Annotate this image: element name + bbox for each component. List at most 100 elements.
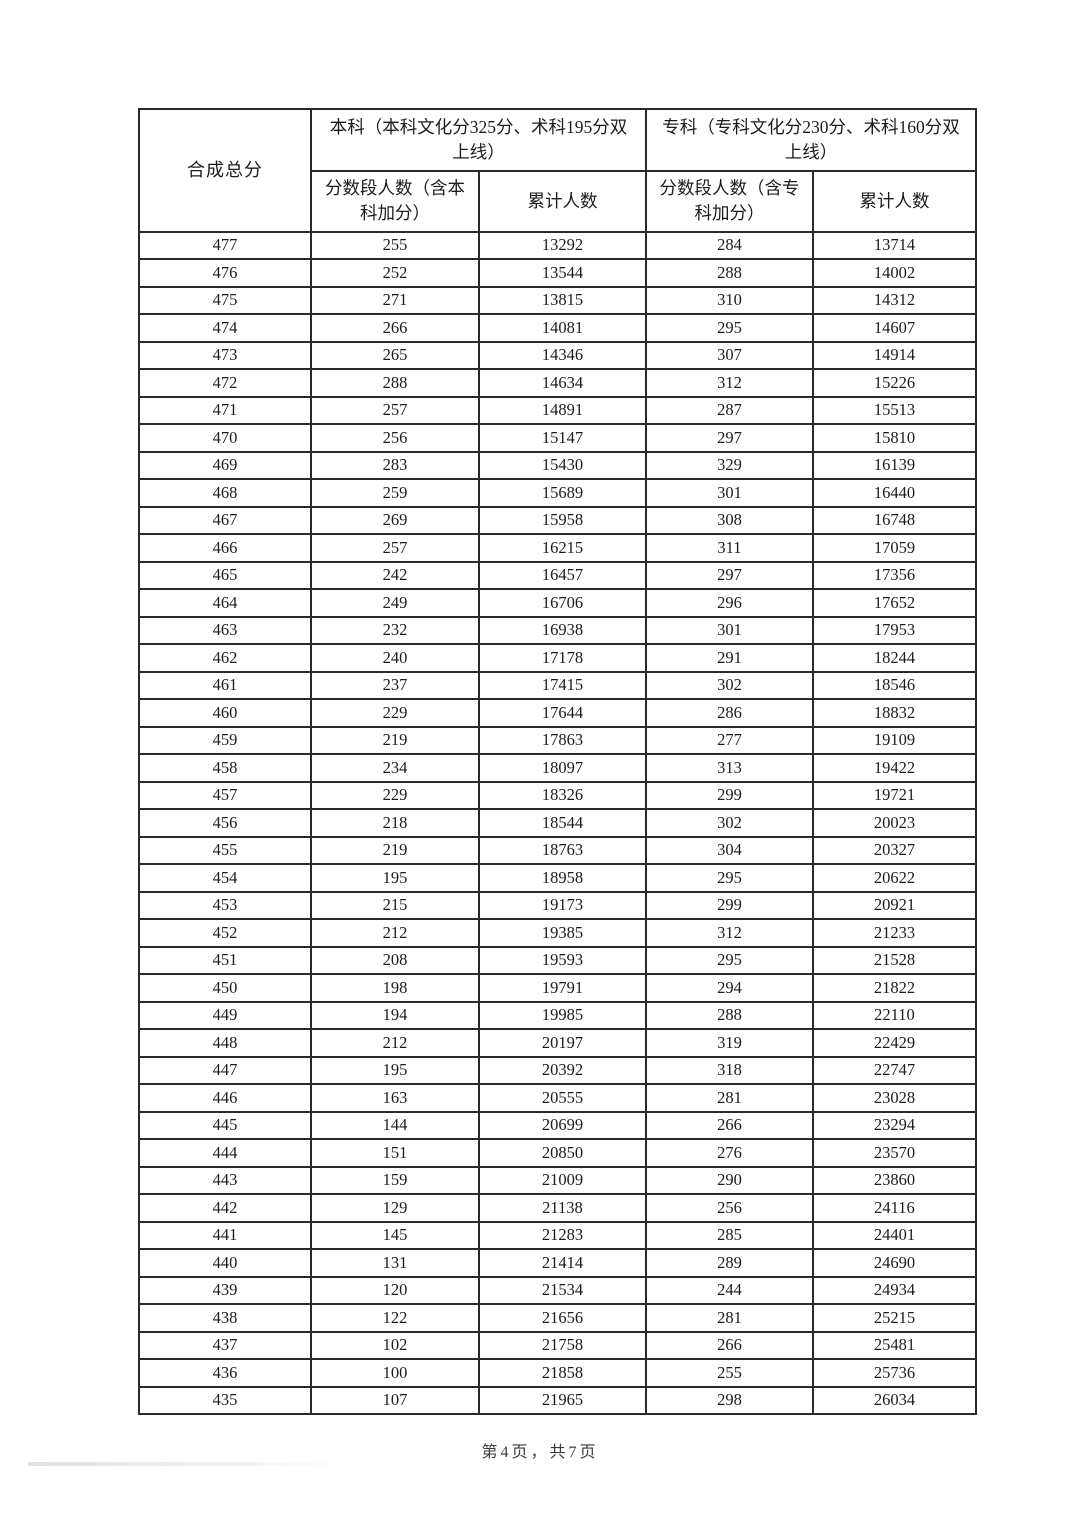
benke-cumulative-count-cell: 13815: [478, 285, 647, 316]
benke-cumulative-count-cell: 15958: [478, 505, 647, 536]
benke-segment-count-cell: 163: [310, 1083, 480, 1113]
composite-score-cell: 476: [138, 258, 312, 288]
table-row: 461 237 17415 302 18546: [138, 670, 977, 701]
zhuanke-segment-count-cell: 288: [645, 258, 814, 288]
composite-score-cell: 445: [138, 1110, 312, 1141]
zhuanke-cumulative-count-cell: 20921: [812, 890, 977, 921]
benke-cumulative-count-cell: 16706: [478, 588, 647, 618]
table-row: 460 229 17644 286 18832: [138, 698, 977, 728]
benke-cumulative-count-cell: 19791: [478, 973, 647, 1003]
zhuanke-cumulative-count-cell: 13714: [812, 230, 977, 261]
composite-score-cell: 449: [138, 1000, 312, 1031]
zhuanke-segment-count-cell: 304: [645, 835, 814, 866]
zhuanke-segment-count-cell: 307: [645, 340, 814, 371]
zhuanke-cumulative-count-cell: 23570: [812, 1138, 977, 1168]
zhuanke-cumulative-count-cell: 17059: [812, 533, 977, 563]
table-row: 454 195 18958 295 20622: [138, 863, 977, 893]
zhuanke-segment-count-cell: 312: [645, 918, 814, 948]
zhuanke-cumulative-count-cell: 14914: [812, 340, 977, 371]
zhuanke-cumulative-count-cell: 18244: [812, 643, 977, 673]
benke-segment-count-cell: 100: [310, 1358, 480, 1388]
benke-segment-count-cell: 255: [310, 230, 480, 261]
table-row: 470 256 15147 297 15810: [138, 423, 977, 453]
zhuanke-cumulative-count-cell: 15513: [812, 395, 977, 426]
zhuanke-segment-count-cell: 297: [645, 423, 814, 453]
composite-score-cell: 442: [138, 1193, 312, 1223]
benke-cumulative-count-cell: 16457: [478, 560, 647, 591]
table-row: 435 107 21965 298 26034: [138, 1385, 977, 1416]
zhuanke-segment-count-cell: 296: [645, 588, 814, 618]
benke-cumulative-count-cell: 16215: [478, 533, 647, 563]
zhuanke-segment-count-cell: 276: [645, 1138, 814, 1168]
zhuanke-segment-count-cell: 281: [645, 1303, 814, 1333]
composite-score-cell: 472: [138, 368, 312, 398]
benke-segment-count-cell: 219: [310, 725, 480, 756]
table-row: 441 145 21283 285 24401: [138, 1220, 977, 1251]
table-row: 437 102 21758 266 25481: [138, 1330, 977, 1361]
zhuanke-segment-count-cell: 266: [645, 1110, 814, 1141]
table-body: 477 255 13292 284 13714 476 252 13544 288 14002 47…: [138, 230, 977, 1416]
table-row: 443 159 21009 290 23860: [138, 1165, 977, 1196]
table-row: 463 232 16938 301 17953: [138, 615, 977, 646]
benke-segment-count-cell: 242: [310, 560, 480, 591]
benke-cumulative-count-cell: 21414: [478, 1248, 647, 1278]
zhuanke-cumulative-count-cell: 15810: [812, 423, 977, 453]
composite-score-cell: 462: [138, 643, 312, 673]
benke-segment-count-cell: 249: [310, 588, 480, 618]
benke-segment-count-cell: 131: [310, 1248, 480, 1278]
table-row: 458 234 18097 313 19422: [138, 753, 977, 783]
zhuanke-cumulative-count-cell: 22429: [812, 1028, 977, 1058]
zhuanke-cumulative-count-cell: 25736: [812, 1358, 977, 1388]
table-row: 447 195 20392 318 22747: [138, 1055, 977, 1086]
benke-cumulative-count-cell: 20850: [478, 1138, 647, 1168]
table-row: 465 242 16457 297 17356: [138, 560, 977, 591]
composite-score-cell: 447: [138, 1055, 312, 1086]
table-header: 合成总分 本科（本科文化分325分、术科195分双上线） 专科（专科文化分230…: [138, 108, 977, 233]
composite-score-cell: 467: [138, 505, 312, 536]
zhuanke-segment-count-cell: 266: [645, 1330, 814, 1361]
benke-cumulative-count-cell: 16938: [478, 615, 647, 646]
zhuanke-cumulative-count-cell: 25215: [812, 1303, 977, 1333]
benke-cumulative-count-cell: 21534: [478, 1275, 647, 1306]
composite-score-cell: 466: [138, 533, 312, 563]
benke-cumulative-count-cell: 19173: [478, 890, 647, 921]
zhuanke-segment-count-cell: 277: [645, 725, 814, 756]
table-row: 451 208 19593 295 21528: [138, 945, 977, 976]
composite-score-cell: 454: [138, 863, 312, 893]
benke-segment-count-cell: 215: [310, 890, 480, 921]
benke-cumulative-count-cell: 21656: [478, 1303, 647, 1333]
header-benke-cumulative-count: 累计人数: [478, 170, 647, 233]
header-group-zhuanke: 专科（专科文化分230分、术科160分双上线）: [645, 108, 977, 172]
table-row: 471 257 14891 287 15513: [138, 395, 977, 426]
table-row: 449 194 19985 288 22110: [138, 1000, 977, 1031]
composite-score-cell: 471: [138, 395, 312, 426]
benke-segment-count-cell: 288: [310, 368, 480, 398]
zhuanke-segment-count-cell: 299: [645, 890, 814, 921]
composite-score-cell: 440: [138, 1248, 312, 1278]
benke-cumulative-count-cell: 19593: [478, 945, 647, 976]
benke-cumulative-count-cell: 17644: [478, 698, 647, 728]
table-row: 476 252 13544 288 14002: [138, 258, 977, 288]
benke-cumulative-count-cell: 18326: [478, 780, 647, 811]
benke-segment-count-cell: 271: [310, 285, 480, 316]
benke-cumulative-count-cell: 18544: [478, 808, 647, 838]
benke-segment-count-cell: 208: [310, 945, 480, 976]
benke-cumulative-count-cell: 21283: [478, 1220, 647, 1251]
benke-segment-count-cell: 151: [310, 1138, 480, 1168]
benke-cumulative-count-cell: 14891: [478, 395, 647, 426]
composite-score-cell: 438: [138, 1303, 312, 1333]
composite-score-cell: 446: [138, 1083, 312, 1113]
benke-cumulative-count-cell: 13292: [478, 230, 647, 261]
zhuanke-segment-count-cell: 318: [645, 1055, 814, 1086]
zhuanke-cumulative-count-cell: 21822: [812, 973, 977, 1003]
benke-segment-count-cell: 195: [310, 1055, 480, 1086]
benke-cumulative-count-cell: 17178: [478, 643, 647, 673]
header-zhuanke-segment-count: 分数段人数（含专科加分）: [645, 170, 814, 233]
zhuanke-cumulative-count-cell: 21528: [812, 945, 977, 976]
benke-segment-count-cell: 212: [310, 918, 480, 948]
zhuanke-segment-count-cell: 302: [645, 808, 814, 838]
benke-segment-count-cell: 234: [310, 753, 480, 783]
benke-segment-count-cell: 259: [310, 478, 480, 508]
zhuanke-segment-count-cell: 284: [645, 230, 814, 261]
zhuanke-cumulative-count-cell: 23860: [812, 1165, 977, 1196]
